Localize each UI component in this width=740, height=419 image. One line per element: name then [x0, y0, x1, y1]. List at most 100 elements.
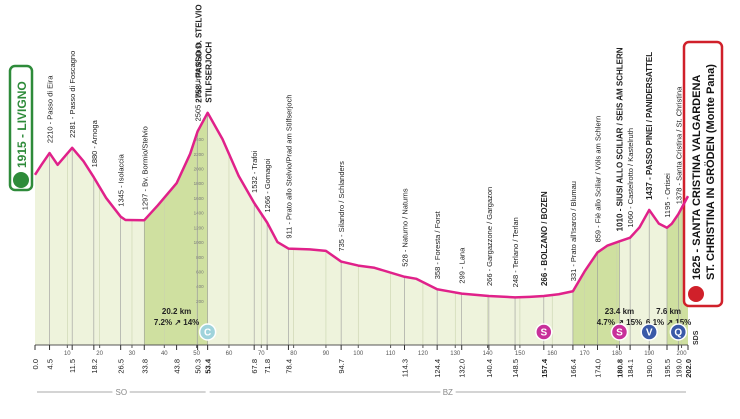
- waypoint-label: 248 - Terlano / Terlan: [511, 217, 520, 287]
- scale-tick-label: 60: [226, 351, 233, 357]
- x-tick-label: 157.4: [540, 358, 549, 378]
- y-tick-label: 1800: [194, 181, 205, 186]
- waypoint-label: 1297 - Bv. Bormio/Stelvio: [140, 126, 149, 210]
- x-tick-label: 33.8: [140, 359, 149, 374]
- x-tick-label: 184.1: [626, 359, 635, 378]
- waypoint-label: 1060 - Castelrotto / Kastelruth: [626, 128, 635, 228]
- waypoint-label: 331 - Prato all'Isarco / Blumau: [569, 181, 578, 281]
- waypoint-label: STILFSERJOCH: [205, 42, 214, 103]
- x-tick-label: 195.5: [663, 359, 672, 378]
- waypoint-label: 1378 - Santa Cristina / St. Christina: [674, 86, 683, 204]
- profile-layer: 200 400 600 800 1000 1200 1400 1600 1800 2000 2200…: [35, 112, 688, 345]
- y-tick-label: 800: [196, 255, 204, 260]
- x-tick-label: 26.5: [117, 359, 126, 374]
- start-icon: [13, 172, 29, 188]
- x-tick-label: 67.8: [250, 359, 259, 374]
- x-tick-label: 132.0: [458, 359, 467, 378]
- waypoint-label: 358 - Foresta / Forst: [433, 210, 442, 279]
- x-tick-label: 166.4: [569, 359, 578, 378]
- y-tick-label: 1000: [194, 240, 205, 245]
- scale-tick-label: 10: [64, 351, 71, 357]
- x-tick-label: 202.0: [684, 359, 693, 378]
- scale-tick-label: 190: [644, 351, 655, 357]
- scale-tick-label: 200: [677, 351, 688, 357]
- waypoint-label: 2758 - PASSO D. STELVIO: [195, 4, 204, 102]
- waypoint-label: 1266 - Gomagoi: [263, 158, 272, 212]
- waypoint-label: 299 - Lana: [458, 247, 467, 284]
- x-tick-label: 114.3: [400, 359, 409, 377]
- marker-letter: V: [646, 328, 653, 339]
- marker: [640, 323, 658, 341]
- waypoint-label: 2281 - Passo di Foscagno: [68, 51, 77, 138]
- scale-tick-label: 170: [580, 351, 591, 357]
- y-tick-label: 2400: [194, 137, 205, 142]
- x-tick-label: 190.0: [645, 359, 654, 378]
- start-frame: [8, 64, 34, 192]
- scale-tick-label: 150: [515, 351, 526, 357]
- climb-length: 23.4 km: [605, 307, 634, 316]
- waypoint-label: 266 - Gargazzone / Gargazon: [485, 187, 494, 286]
- scale-tick-label: 140: [483, 351, 494, 357]
- marker-letter: S: [540, 328, 547, 339]
- climb-gradient: 6.1% ↗ 15%: [646, 318, 691, 327]
- marker-letter: S: [616, 328, 623, 339]
- x-tick-label: 50.3: [194, 359, 203, 374]
- x-tick-label: 199.0: [674, 359, 683, 378]
- x-tick-label: 78.4: [284, 359, 293, 374]
- x-tick-label: 124.4: [433, 359, 442, 378]
- finish-box: 1625 - SANTA CRISTINA VALGARDENA ST. CHR…: [682, 40, 724, 308]
- marker: [198, 323, 217, 341]
- scale-tick-label: 100: [353, 351, 364, 357]
- x-tick-label: 11.5: [68, 359, 77, 373]
- marker-letter: Q: [674, 328, 682, 339]
- y-tick-label: 1400: [194, 211, 205, 216]
- y-tick-label: 2200: [194, 152, 205, 157]
- y-tick-label: 600: [196, 269, 204, 274]
- waypoint-label: 528 - Naturno / Naturns: [400, 188, 409, 267]
- waypoint-label: 859 - Fiè allo Sciliar / Völs am Schlern: [593, 116, 602, 243]
- waypoint-label: 2505 - Bv. Umbrail pass: [194, 42, 203, 122]
- scale-tick-label: 160: [547, 351, 558, 357]
- finish-icon: [688, 286, 704, 302]
- region-label: SO: [116, 388, 128, 397]
- scale-tick-label: 180: [612, 351, 623, 357]
- scale-tick-label: 70: [258, 351, 265, 357]
- climb-gradient: 4.7% ↗ 15%: [597, 318, 642, 327]
- scale-tick-label: 20: [96, 351, 103, 357]
- marker: [535, 323, 553, 341]
- finish-frame: [682, 40, 724, 308]
- start-box: 1915 - LIVIGNO: [8, 64, 34, 192]
- profile-line: [33, 111, 690, 299]
- waypoint-label: 1345 - Isolaccia: [117, 153, 126, 206]
- waypoint-label: 735 - Silandro / Schlanders: [337, 161, 346, 252]
- x-tick-label: 174.0: [593, 359, 602, 378]
- climb-area: [144, 112, 208, 345]
- y-tick-label: 400: [196, 284, 204, 289]
- climb-area: [666, 196, 688, 345]
- marker: [610, 323, 629, 341]
- climb-gradient: 7.2% ↗ 14%: [154, 318, 199, 327]
- x-tick-label: 140.4: [485, 359, 494, 378]
- x-tick-label: 0.0: [31, 359, 40, 369]
- y-tick-label: 1200: [194, 225, 205, 230]
- x-tick-label: 148.5: [511, 359, 520, 378]
- x-tick-label: 94.7: [337, 359, 346, 374]
- scale-tick-label: 80: [290, 351, 297, 357]
- x-tick-label: 4.5: [46, 359, 55, 369]
- x-tick-label: 180.8: [615, 359, 624, 378]
- y-tick-label: 1600: [194, 196, 205, 201]
- x-tick-label: 53.4: [204, 358, 213, 373]
- y-tick-label: 2000: [194, 167, 205, 172]
- scale-tick-label: 50: [193, 351, 200, 357]
- x-tick-label: 43.8: [173, 359, 182, 374]
- waypoint-label: 266 - BOLZANO / BOZEN: [540, 191, 549, 286]
- scale-tick-label: 130: [450, 351, 461, 357]
- waypoint-label: 1532 - Trafoi: [250, 151, 259, 193]
- waypoint-label: 1195 - Ortisei: [663, 173, 672, 218]
- finish-line: 1625 - SANTA CRISTINA VALGARDENA: [691, 75, 703, 280]
- marker-letter: C: [204, 328, 211, 339]
- climb-length: 20.2 km: [162, 307, 191, 316]
- region-label: BZ: [443, 388, 453, 397]
- scale-tick-label: 30: [129, 351, 136, 357]
